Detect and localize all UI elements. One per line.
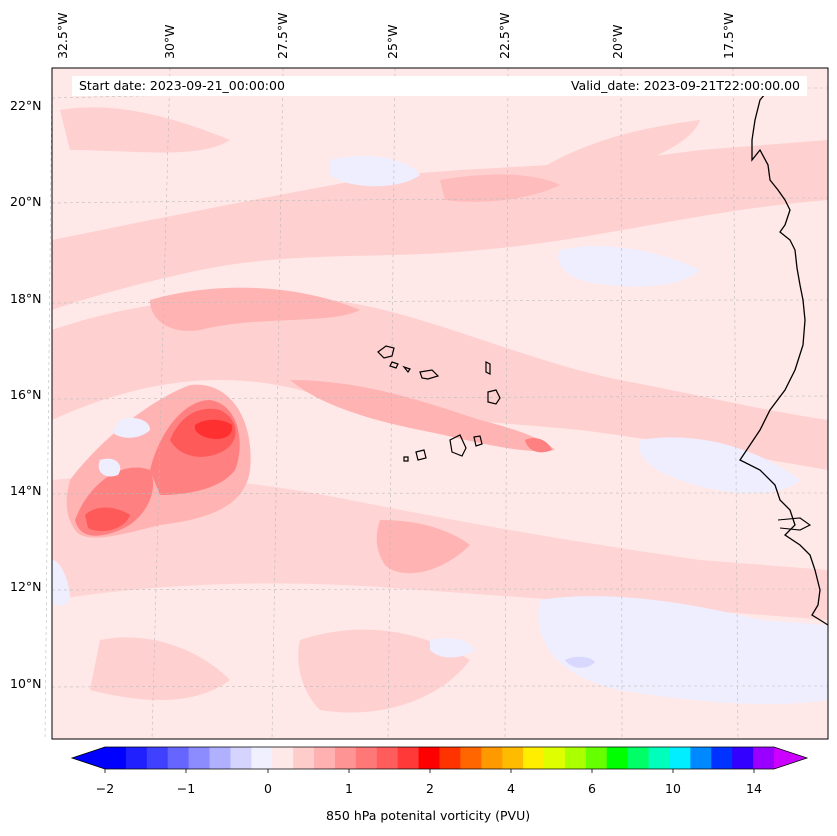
lat-label-14n: 14°N: [10, 483, 42, 498]
colorbar-segment: [251, 747, 273, 769]
colorbar-segment: [209, 747, 231, 769]
colorbar-tick: 6: [588, 781, 596, 796]
colorbar-segment: [146, 747, 169, 769]
lon-label-22-5w: 22.5°W: [497, 12, 512, 59]
colorbar-segment: [544, 747, 566, 769]
lat-label-10n: 10°N: [10, 676, 42, 691]
lon-label-30w: 30°W: [162, 24, 177, 59]
colorbar-segment: [606, 747, 629, 769]
colorbar-segment: [272, 747, 294, 769]
map-frame: [51, 67, 829, 740]
colorbar-segment: [230, 747, 252, 769]
colorbar-segment: [105, 747, 127, 769]
colorbar-tick: 10: [665, 781, 681, 796]
colorbar-segment: [376, 747, 399, 769]
colorbar-tick: 1: [345, 781, 353, 796]
colorbar-tick: 14: [746, 781, 762, 796]
start-date-label: Start date: 2023-09-21_00:00:00: [79, 78, 285, 93]
colorbar-segment: [523, 747, 545, 769]
colorbar-segment: [627, 747, 650, 769]
lon-label-27-5w: 27.5°W: [275, 12, 290, 59]
colorbar-segment: [460, 747, 482, 769]
colorbar-segment: [314, 747, 336, 769]
colorbar-segment: [564, 747, 587, 769]
gambia-coast: [777, 517, 812, 531]
lat-label-20n: 20°N: [10, 194, 42, 209]
colorbar-segment: [355, 747, 378, 769]
lat-label-22n: 22°N: [10, 98, 42, 113]
lon-label-25w: 25°W: [385, 24, 400, 59]
colorbar-segment: [732, 747, 754, 769]
colorbar-tick: 4: [507, 781, 515, 796]
lat-label-12n: 12°N: [10, 579, 42, 594]
valid-date-label: Valid_date: 2023-09-21T22:00:00.00: [570, 78, 800, 93]
colorbar-segment: [167, 747, 190, 769]
graticule: [44, 67, 829, 740]
colorbar-segment: [502, 747, 524, 769]
colorbar-tick: −2: [95, 781, 115, 796]
colorbar-segment: [418, 747, 440, 769]
lat-label-18n: 18°N: [10, 291, 42, 306]
colorbar-segment: [669, 747, 691, 769]
colorbar-tick: 0: [264, 781, 272, 796]
colorbar-segment: [293, 747, 315, 769]
pv-field: [52, 107, 828, 713]
colorbar-segment: [188, 747, 211, 769]
colorbar-segment: [711, 747, 733, 769]
lat-label-16n: 16°N: [10, 387, 42, 402]
date-info-box: Start date: 2023-09-21_00:00:00 Valid_da…: [72, 76, 807, 96]
colorbar: [70, 746, 809, 773]
colorbar-segment: [125, 747, 148, 769]
colorbar-segment: [439, 747, 461, 769]
colorbar-title: 850 hPa potenital vorticity (PVU): [326, 808, 531, 823]
colorbar-extend-low: [72, 747, 105, 769]
colorbar-segment: [334, 747, 357, 769]
colorbar-segment: [648, 747, 670, 769]
colorbar-tick: −1: [176, 781, 196, 796]
colorbar-segment: [690, 747, 712, 769]
colorbar-segment: [585, 747, 608, 769]
colorbar-segment: [397, 747, 420, 769]
colorbar-segment: [753, 747, 775, 769]
lon-label-20w: 20°W: [610, 24, 625, 59]
cape-verde-islands: [377, 345, 501, 462]
colorbar-segment: [481, 747, 503, 769]
lon-label-32-5w: 32.5°W: [55, 12, 70, 59]
africa-coastline: [739, 87, 829, 626]
colorbar-tick: 2: [426, 781, 434, 796]
lon-label-17-5w: 17.5°W: [721, 12, 736, 59]
colorbar-extend-high: [774, 747, 807, 769]
